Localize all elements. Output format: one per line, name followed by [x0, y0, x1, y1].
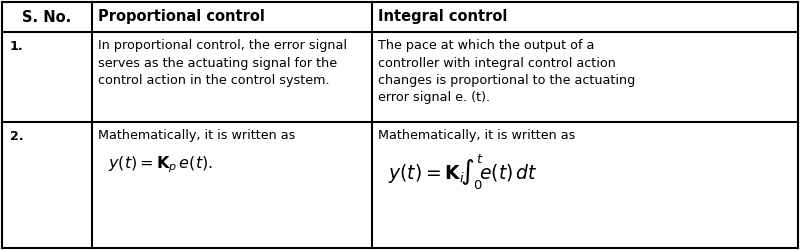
Text: 2.: 2.: [10, 130, 24, 143]
Text: In proportional control, the error signal
serves as the actuating signal for the: In proportional control, the error signa…: [98, 39, 347, 87]
Text: S. No.: S. No.: [22, 10, 72, 24]
Text: Mathematically, it is written as: Mathematically, it is written as: [378, 129, 575, 142]
Text: $y(t) = \mathbf{K}_{i}\!\int_0^t\! e(t)\,dt$: $y(t) = \mathbf{K}_{i}\!\int_0^t\! e(t)\…: [388, 152, 538, 192]
Text: Proportional control: Proportional control: [98, 10, 265, 24]
Text: $y(t) = \mathbf{K}_{p}\, e(t).$: $y(t) = \mathbf{K}_{p}\, e(t).$: [108, 154, 213, 174]
Text: The pace at which the output of a
controller with integral control action
change: The pace at which the output of a contro…: [378, 39, 635, 104]
Text: 1.: 1.: [10, 40, 24, 53]
Text: Mathematically, it is written as: Mathematically, it is written as: [98, 129, 295, 142]
Text: Integral control: Integral control: [378, 10, 507, 24]
